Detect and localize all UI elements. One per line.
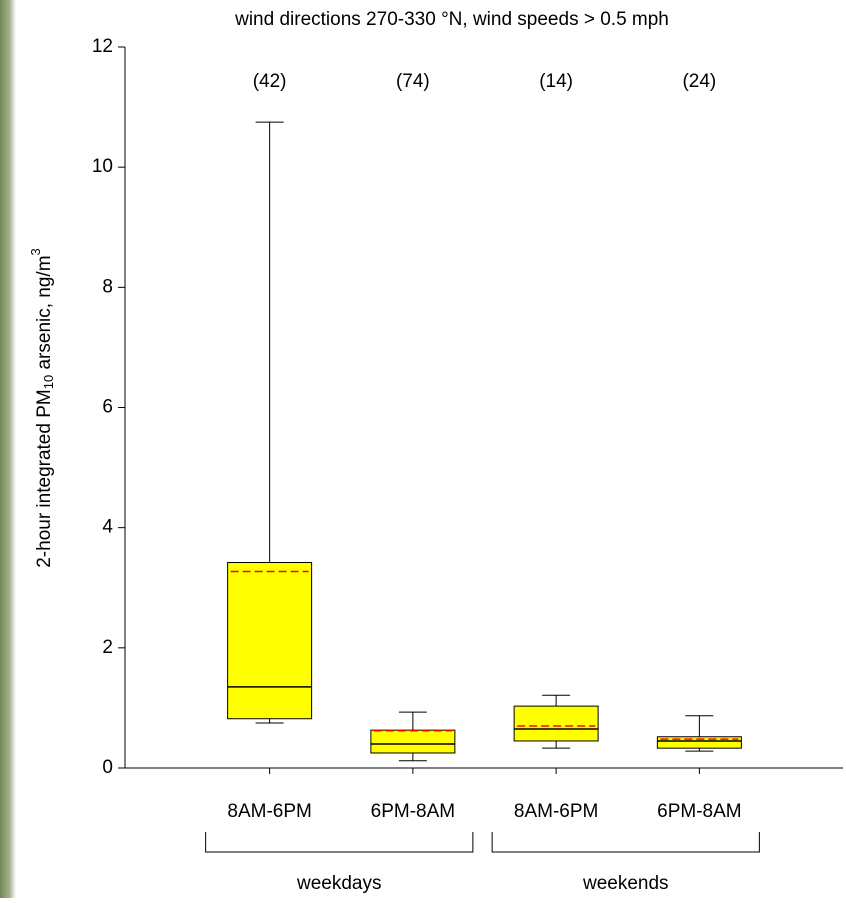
count-label: (42) xyxy=(253,71,287,92)
y-tick-label: 8 xyxy=(102,276,113,297)
x-tick-label: 6PM-8AM xyxy=(371,801,455,822)
count-label: (24) xyxy=(682,71,716,92)
box xyxy=(228,563,312,719)
y-label-text: 2-hour integrated PM xyxy=(34,389,55,568)
group-bracket xyxy=(206,832,473,852)
group-label: weekends xyxy=(582,873,669,894)
y-tick-label: 12 xyxy=(92,36,113,57)
group-label: weekdays xyxy=(296,873,382,894)
count-label: (14) xyxy=(539,71,573,92)
y-tick-label: 4 xyxy=(102,517,113,538)
y-tick-label: 6 xyxy=(102,397,113,418)
y-label-sub: 10 xyxy=(41,375,56,389)
x-tick-label: 6PM-8AM xyxy=(657,801,741,822)
background-photo-strip xyxy=(0,0,16,898)
x-tick-label: 8AM-6PM xyxy=(514,801,598,822)
count-label: (74) xyxy=(396,71,430,92)
y-axis-label: 2-hour integrated PM10 arsenic, ng/m3 xyxy=(28,248,56,568)
chart: wind directions 270-330 °N, wind speeds … xyxy=(0,0,846,898)
y-label-sup: 3 xyxy=(28,248,43,255)
group-bracket xyxy=(492,832,759,852)
y-tick-label: 2 xyxy=(102,637,113,658)
chart-title: wind directions 270-330 °N, wind speeds … xyxy=(234,9,669,30)
box xyxy=(371,730,455,753)
box xyxy=(514,706,598,741)
x-tick-label: 8AM-6PM xyxy=(227,801,311,822)
y-tick-label: 0 xyxy=(102,757,113,778)
y-label-rest: arsenic, ng/m xyxy=(34,255,55,374)
y-tick-label: 10 xyxy=(92,156,113,177)
